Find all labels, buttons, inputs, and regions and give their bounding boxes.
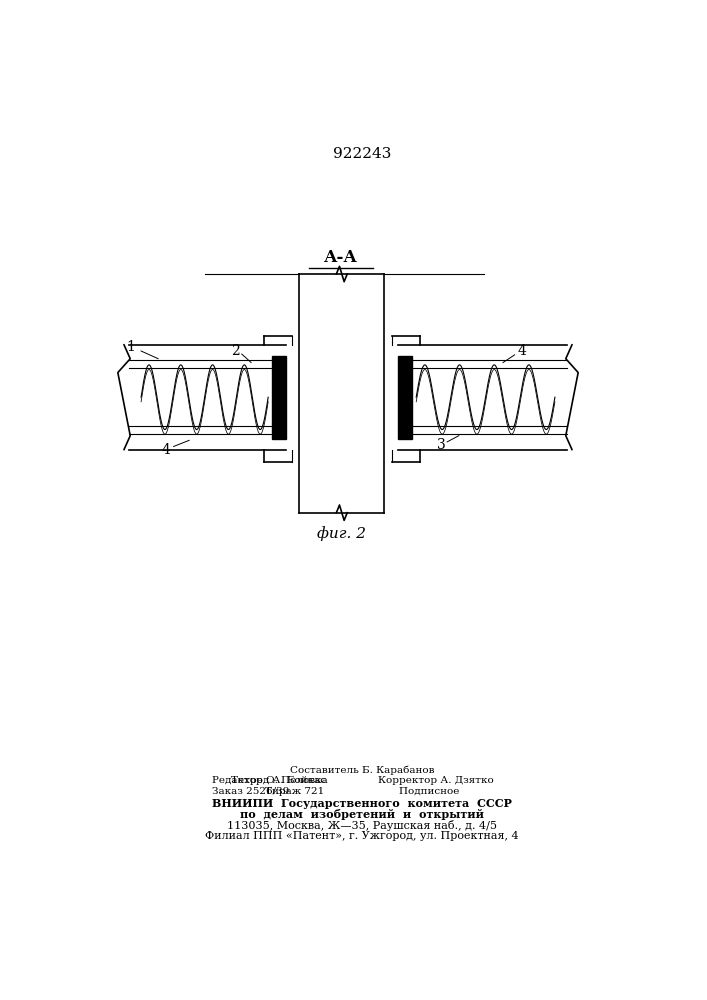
Bar xyxy=(272,356,286,439)
Text: Техред А. Бойкас                Корректор А. Дзятко: Техред А. Бойкас Корректор А. Дзятко xyxy=(230,776,493,785)
Text: Филиал ППП «Патент», г. Ужгород, ул. Проектная, 4: Филиал ППП «Патент», г. Ужгород, ул. Про… xyxy=(205,831,519,841)
Text: Редактор О. Половка: Редактор О. Половка xyxy=(212,776,328,785)
Text: 3: 3 xyxy=(437,438,445,452)
Text: 2: 2 xyxy=(231,344,240,358)
Text: по  делам  изобретений  и  открытий: по делам изобретений и открытий xyxy=(240,809,484,820)
Text: Тираж 721                       Подписное: Тираж 721 Подписное xyxy=(264,787,459,796)
Bar xyxy=(398,356,412,439)
Text: 4: 4 xyxy=(518,344,527,358)
Text: 4: 4 xyxy=(161,443,170,457)
Text: 922243: 922243 xyxy=(333,147,391,161)
Text: 113035, Москва, Ж—35, Раушская наб., д. 4/5: 113035, Москва, Ж—35, Раушская наб., д. … xyxy=(227,820,497,831)
Text: А-А: А-А xyxy=(324,249,358,266)
Text: фиг. 2: фиг. 2 xyxy=(317,527,366,541)
Text: 1: 1 xyxy=(127,340,136,354)
Text: Составитель Б. Карабанов: Составитель Б. Карабанов xyxy=(290,765,434,775)
Text: Заказ 2526/39: Заказ 2526/39 xyxy=(212,787,290,796)
Text: ВНИИПИ  Государственного  комитета  СССР: ВНИИПИ Государственного комитета СССР xyxy=(212,798,512,809)
